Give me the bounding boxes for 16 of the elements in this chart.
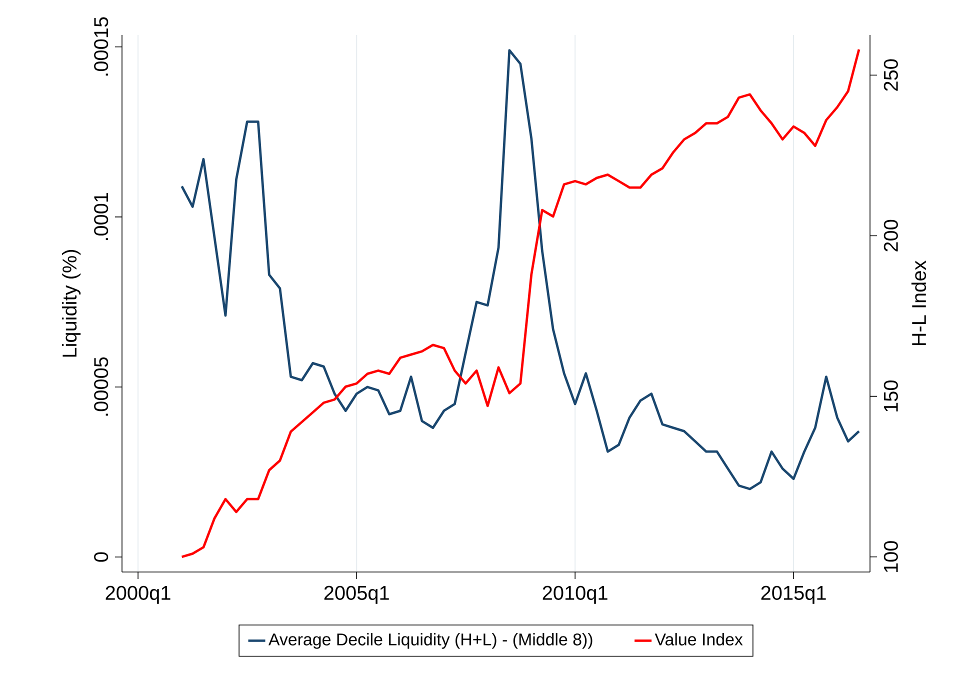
y-tick-label: 0 xyxy=(94,552,108,562)
legend-label: Average Decile Liquidity (H+L) - (Middle 8)) xyxy=(268,633,592,649)
y-tick-label: .00015 xyxy=(94,17,108,76)
x-tick-label: 2005q1 xyxy=(324,586,389,604)
y2-tick-label: 150 xyxy=(884,380,898,412)
y2-tick-label: 100 xyxy=(884,541,898,572)
y-tick-label: .0001 xyxy=(94,192,108,240)
y-tick-label: .00005 xyxy=(94,357,108,416)
legend-label: Value Index xyxy=(654,633,743,646)
y2-tick-label: 250 xyxy=(884,59,898,91)
y2-tick-label: 200 xyxy=(884,220,898,252)
x-tick-label: 2000q1 xyxy=(106,586,170,604)
x-tick-label: 2010q1 xyxy=(542,586,608,604)
y2-axis-title: H-L Index xyxy=(911,260,926,346)
y-axis-title: Liquidity (%) xyxy=(62,250,81,357)
x-tick-label: 2015q1 xyxy=(761,586,826,604)
